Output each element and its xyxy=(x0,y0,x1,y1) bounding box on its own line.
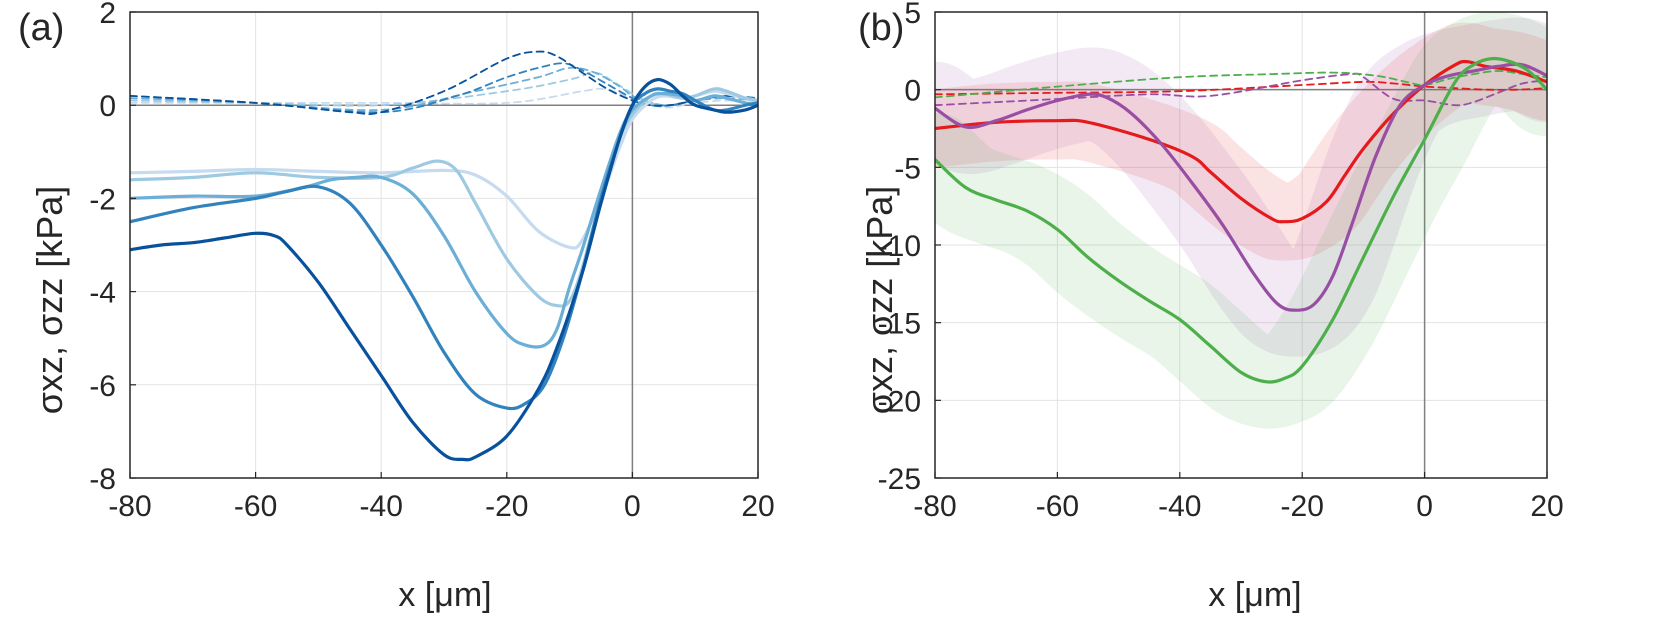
y-tick-label: 2 xyxy=(99,0,116,30)
panel-b-ylabel-text: σxz, σzz [kPa] xyxy=(859,186,900,414)
plot-area-b: -80 -60 -40 -20 0 20 -25 -20 -15 -10 -5 0 5 xyxy=(878,0,1564,523)
series-group-b xyxy=(935,12,1547,429)
plot-area-a: -80 -60 -40 -20 0 20-8-6-4-202 xyxy=(89,0,774,523)
y-tick-label: -8 xyxy=(89,463,116,496)
series-line-solid xyxy=(935,62,1547,312)
panel-b-ylabel: σxz, σzz [kPa] xyxy=(859,186,900,414)
x-tick-label: -40 xyxy=(1158,490,1201,523)
x-tick-label: -80 xyxy=(108,490,151,523)
x-tick-label: -60 xyxy=(1036,490,1079,523)
series-line-dashed xyxy=(130,50,758,116)
x-tick-label: 20 xyxy=(741,490,774,523)
x-tick-label: 20 xyxy=(1530,490,1563,523)
x-tick-label: -80 xyxy=(913,490,956,523)
series-line-dashed xyxy=(935,72,1547,107)
series-line-solid xyxy=(130,87,758,411)
x-tick-label: 0 xyxy=(624,490,641,523)
y-tick-label: 5 xyxy=(904,0,921,30)
y-tick-label: -10 xyxy=(878,230,921,263)
y-tick-label: -6 xyxy=(89,370,116,403)
panel-a-label: (a) xyxy=(18,7,64,49)
series-line-dashed xyxy=(130,71,758,107)
series-line-dashed xyxy=(130,66,758,112)
y-tick-label: -25 xyxy=(878,463,921,496)
panel-b: (b) σxz, σzz [kPa] x [μm] xyxy=(858,7,1302,614)
panel-a: (a) σxz, σzz [kPa] x [μm] xyxy=(18,7,492,614)
x-tick-label: -20 xyxy=(485,490,528,523)
y-tick-label: -5 xyxy=(894,152,921,185)
x-tick-label: 0 xyxy=(1416,490,1433,523)
y-tick-label: -4 xyxy=(89,277,116,310)
series-line-dashed xyxy=(935,70,1547,99)
y-tick-label: 0 xyxy=(99,90,116,123)
panel-a-ylabel: σxz, σzz [kPa] xyxy=(29,186,70,414)
series-line-dashed xyxy=(935,80,1547,96)
series-line-solid xyxy=(130,77,758,462)
x-tick-label: -60 xyxy=(234,490,277,523)
panel-b-xlabel: x [μm] xyxy=(1208,576,1301,614)
x-tick-label: -20 xyxy=(1281,490,1324,523)
series-line-solid xyxy=(935,56,1547,384)
series-line-solid xyxy=(935,59,1547,224)
y-tick-label: 0 xyxy=(904,75,921,108)
x-tick-label: -40 xyxy=(360,490,403,523)
y-tick-label: -15 xyxy=(878,308,921,341)
panel-b-label: (b) xyxy=(858,7,904,49)
series-group-a xyxy=(130,50,758,462)
panel-a-ylabel-text: σxz, σzz [kPa] xyxy=(29,186,70,414)
y-tick-label: -2 xyxy=(89,183,116,216)
axes-box xyxy=(129,11,759,479)
panel-a-xlabel: x [μm] xyxy=(398,576,491,614)
y-tick-label: -20 xyxy=(878,385,921,418)
